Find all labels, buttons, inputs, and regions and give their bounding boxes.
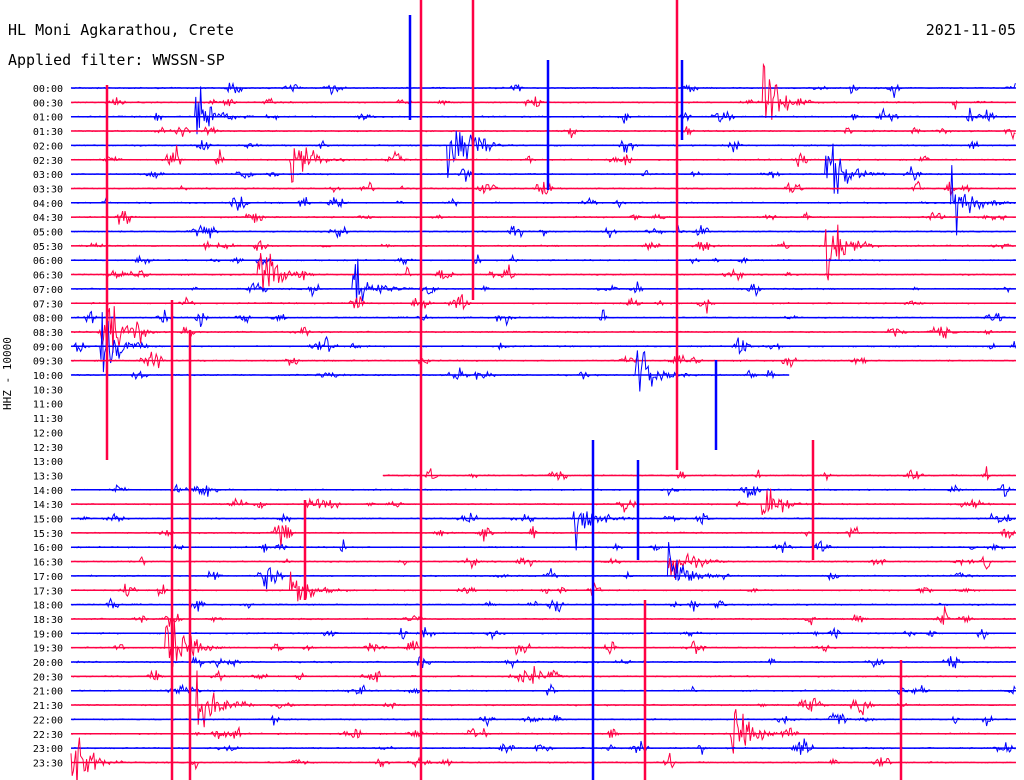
trace-row bbox=[70, 483, 1016, 498]
trace-row bbox=[70, 539, 1016, 553]
trace-row bbox=[70, 125, 1016, 141]
time-label: 13:30 bbox=[33, 471, 63, 482]
time-label: 10:00 bbox=[33, 371, 63, 382]
time-label: 05:30 bbox=[33, 242, 63, 253]
filter-label: Applied filter: WWSSN-SP bbox=[8, 51, 225, 69]
time-label: 00:30 bbox=[33, 98, 63, 109]
time-label: 01:00 bbox=[33, 113, 63, 124]
time-label: 02:00 bbox=[33, 141, 63, 152]
time-label: 17:00 bbox=[33, 572, 63, 583]
time-label: 05:00 bbox=[33, 228, 63, 239]
time-label: 07:30 bbox=[33, 299, 63, 310]
trace-row bbox=[70, 350, 789, 392]
trace-row bbox=[70, 488, 1016, 516]
time-label: 17:30 bbox=[33, 586, 63, 597]
date-label: 2021-11-05 bbox=[925, 21, 1016, 39]
time-label: 16:30 bbox=[33, 558, 63, 569]
trace-row bbox=[382, 466, 1016, 482]
time-label: 03:30 bbox=[33, 184, 63, 195]
time-label: 20:30 bbox=[33, 672, 63, 683]
trace-row bbox=[70, 253, 1016, 292]
time-label: 22:00 bbox=[33, 715, 63, 726]
trace-row bbox=[70, 738, 1016, 755]
time-label: 03:00 bbox=[33, 170, 63, 181]
time-label: 14:00 bbox=[33, 486, 63, 497]
time-label: 14:30 bbox=[33, 500, 63, 511]
trace-row bbox=[70, 312, 1016, 373]
time-label: 06:30 bbox=[33, 271, 63, 282]
time-label: 01:30 bbox=[33, 127, 63, 138]
time-label: 22:30 bbox=[33, 730, 63, 741]
trace-row bbox=[70, 253, 1016, 266]
time-label: 07:00 bbox=[33, 285, 63, 296]
trace-row bbox=[70, 525, 1016, 548]
time-label: 04:30 bbox=[33, 213, 63, 224]
time-label: 00:00 bbox=[33, 84, 63, 95]
time-label: 23:00 bbox=[33, 744, 63, 755]
trace-row bbox=[70, 606, 1016, 627]
trace-row bbox=[70, 306, 1016, 361]
time-label: 04:00 bbox=[33, 199, 63, 210]
trace-row bbox=[70, 165, 1016, 236]
seismic-traces bbox=[70, 0, 1016, 780]
time-label: 12:30 bbox=[33, 443, 63, 454]
trace-row bbox=[70, 737, 1016, 780]
time-label: 23:30 bbox=[33, 758, 63, 769]
time-label: 13:00 bbox=[33, 457, 63, 468]
time-label: 21:30 bbox=[33, 701, 63, 712]
time-label: 11:00 bbox=[33, 400, 63, 411]
trace-row bbox=[70, 511, 1016, 551]
trace-row bbox=[70, 81, 1016, 98]
time-label: 02:30 bbox=[33, 156, 63, 167]
trace-row bbox=[70, 145, 1016, 183]
time-label: 09:00 bbox=[33, 342, 63, 353]
trace-row bbox=[71, 258, 1016, 304]
time-label: 21:00 bbox=[33, 687, 63, 698]
time-label: 15:30 bbox=[33, 529, 63, 540]
time-labels: 00:00 00:30 01:00 01:30 02:00 02:30 03:00 03:30… bbox=[33, 84, 63, 769]
time-label: 06:00 bbox=[33, 256, 63, 267]
time-label: 18:30 bbox=[33, 615, 63, 626]
station-title: HL Moni Agkarathou, Crete bbox=[8, 21, 234, 39]
time-label: 08:00 bbox=[33, 314, 63, 325]
time-label: 11:30 bbox=[33, 414, 63, 425]
time-label: 20:00 bbox=[33, 658, 63, 669]
time-label: 16:00 bbox=[33, 543, 63, 554]
time-label: 09:30 bbox=[33, 357, 63, 368]
trace-row bbox=[70, 62, 1016, 120]
trace-row bbox=[70, 130, 1016, 178]
time-label: 15:00 bbox=[33, 515, 63, 526]
trace-row bbox=[70, 665, 1016, 684]
time-label: 18:00 bbox=[33, 601, 63, 612]
time-label: 19:30 bbox=[33, 644, 63, 655]
time-label: 12:00 bbox=[33, 428, 63, 439]
time-label: 08:30 bbox=[33, 328, 63, 339]
trace-row bbox=[70, 86, 1016, 135]
time-label: 10:30 bbox=[33, 385, 63, 396]
time-label: 19:00 bbox=[33, 629, 63, 640]
